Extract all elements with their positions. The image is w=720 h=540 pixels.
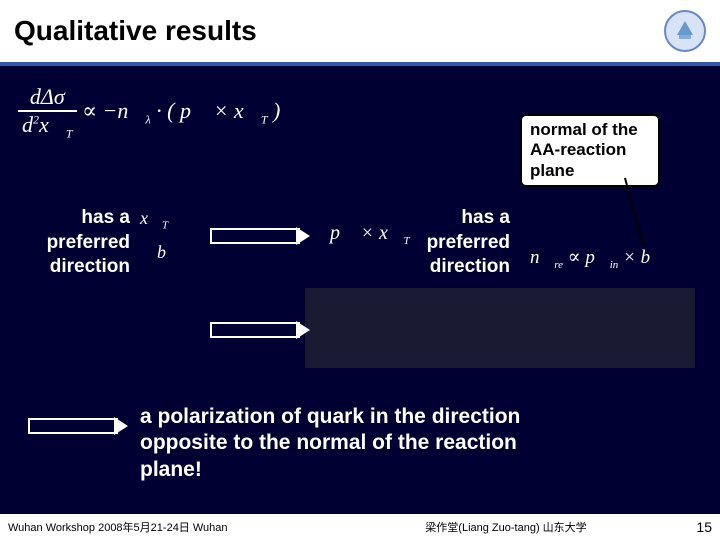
label1-l1: has a — [20, 206, 130, 231]
callout-pointer — [624, 178, 644, 246]
formula-nre: n⃗re ∝ p⃗in × b⃗ — [530, 246, 665, 271]
arrow-conclusion — [28, 418, 118, 434]
formula-b: b⃗ — [157, 242, 180, 263]
conclusion-text: a polarization of quark in the direction… — [140, 404, 680, 483]
callout-line1: normal of the — [530, 120, 650, 140]
label-preferred-2: has a preferred direction — [400, 206, 510, 280]
label1-l3: direction — [20, 255, 130, 280]
callout-line3: plane — [530, 161, 650, 181]
slide-content: dΔσ d2x⃗T ∝ −n⃗λ · ( p⃗ × x⃗T ) normal o… — [0, 66, 720, 506]
footer-center: 梁作堂(Liang Zuo-tang) 山东大学 — [340, 519, 672, 535]
arrow-2 — [210, 322, 300, 338]
label2-l3: direction — [400, 255, 510, 280]
label-preferred-1: has a preferred direction — [20, 206, 130, 280]
slide-title: Qualitative results — [14, 15, 257, 47]
arrow-1 — [210, 228, 300, 244]
logo-icon — [664, 10, 706, 52]
footer-left: Wuhan Workshop 2008年5月21-24日 Wuhan — [8, 519, 340, 535]
formula-xt: x⃗T — [140, 208, 168, 232]
title-bar: Qualitative results — [0, 0, 720, 66]
dark-patch — [305, 288, 695, 368]
conclusion-l3: plane! — [140, 457, 680, 483]
page-number: 15 — [672, 519, 712, 535]
callout-normal: normal of the AA-reaction plane — [520, 114, 660, 187]
callout-line2: AA-reaction — [530, 140, 650, 160]
label2-l2: preferred — [400, 231, 510, 256]
formula-main: dΔσ d2x⃗T ∝ −n⃗λ · ( p⃗ × x⃗T ) — [18, 84, 280, 141]
footer: Wuhan Workshop 2008年5月21-24日 Wuhan 梁作堂(L… — [0, 514, 720, 540]
label1-l2: preferred — [20, 231, 130, 256]
conclusion-l1: a polarization of quark in the direction — [140, 404, 680, 430]
formula-pxt: p⃗ × x⃗T — [330, 222, 410, 247]
conclusion-l2: opposite to the normal of the reaction — [140, 430, 680, 456]
label2-l1: has a — [400, 206, 510, 231]
